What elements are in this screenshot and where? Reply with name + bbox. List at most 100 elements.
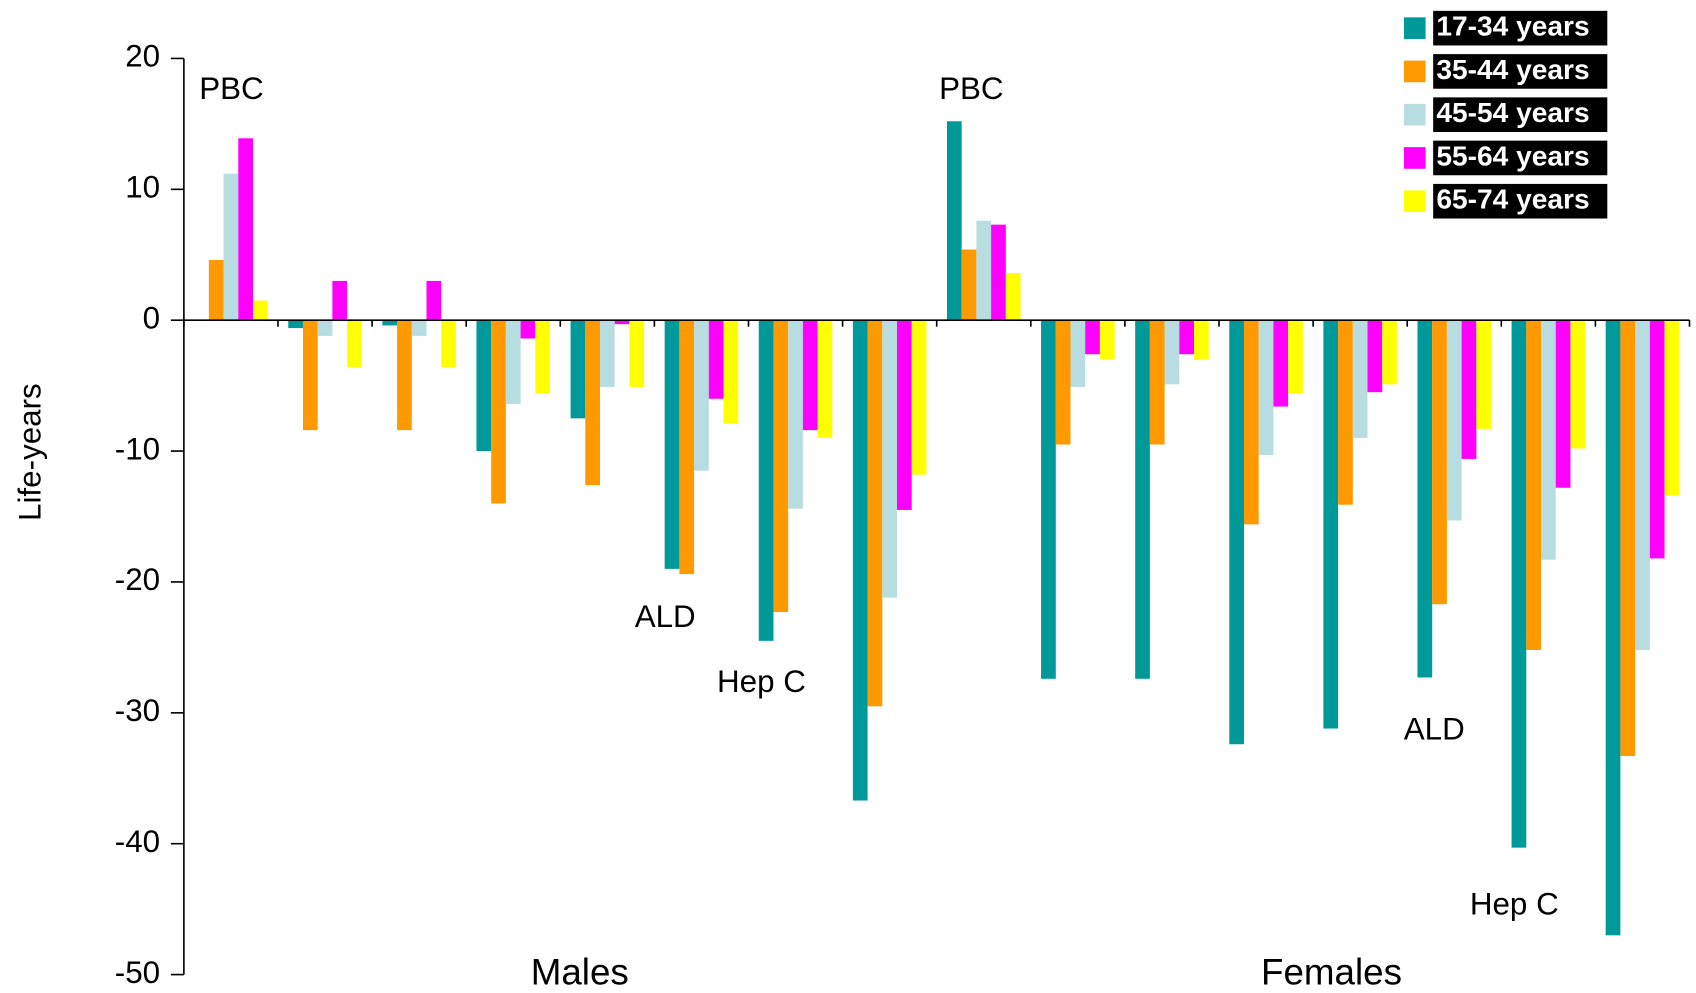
bar — [976, 220, 992, 321]
bar — [1005, 273, 1021, 321]
bar — [1476, 320, 1492, 429]
bar — [476, 320, 492, 452]
bar — [1635, 320, 1650, 651]
bar — [1432, 320, 1447, 605]
y-axis-label: Life-years — [13, 383, 48, 521]
bar — [1099, 320, 1115, 360]
bar — [599, 320, 615, 387]
bar — [570, 320, 586, 419]
annotation: ALD — [1404, 711, 1465, 746]
annotation: Hep C — [717, 664, 806, 699]
bar — [788, 320, 803, 509]
bar — [223, 173, 239, 321]
legend-swatch — [1403, 103, 1426, 126]
bar — [1605, 320, 1621, 936]
bar — [1338, 320, 1353, 505]
bar — [911, 320, 927, 475]
bar — [208, 259, 224, 321]
bar — [1041, 320, 1056, 679]
y-tick-label: -20 — [115, 562, 160, 597]
bar — [411, 320, 427, 336]
bar — [817, 320, 833, 438]
bar — [882, 320, 897, 598]
bar — [1417, 320, 1433, 678]
bar — [332, 280, 348, 321]
annotation: Males — [531, 951, 629, 992]
bar — [317, 320, 333, 336]
y-tick-label: -10 — [115, 431, 160, 466]
bar — [1446, 320, 1462, 521]
bar — [614, 320, 630, 325]
bar — [758, 320, 774, 641]
bar — [1243, 320, 1259, 525]
bar — [347, 320, 362, 368]
bar — [1461, 320, 1477, 459]
bar — [1055, 320, 1071, 445]
y-tick-label: -40 — [115, 824, 160, 859]
annotation: PBC — [939, 71, 1003, 106]
legend-swatch — [1403, 17, 1426, 39]
legend-swatch — [1403, 147, 1426, 169]
legend-label-bg — [1433, 140, 1608, 176]
bar — [1526, 320, 1542, 651]
bar — [302, 320, 318, 431]
bar — [252, 300, 268, 321]
bar — [1229, 320, 1244, 745]
bar — [585, 320, 600, 486]
legend-label-bg — [1433, 10, 1608, 46]
bar — [1323, 320, 1339, 729]
bar — [288, 320, 303, 329]
bar — [1135, 320, 1150, 679]
annotation: PBC — [199, 71, 263, 106]
bar — [1179, 320, 1195, 355]
legend-swatch — [1403, 60, 1426, 83]
bar — [1541, 320, 1556, 560]
bar — [1382, 320, 1397, 385]
bar — [1664, 320, 1680, 496]
legend-label-bg — [1433, 183, 1608, 219]
bar — [1164, 320, 1180, 385]
bar — [382, 320, 398, 326]
bar — [1620, 320, 1636, 757]
bar — [1070, 320, 1086, 387]
bar — [1367, 320, 1383, 393]
bar — [238, 138, 253, 321]
bar — [664, 320, 680, 569]
legend-label-bg — [1433, 97, 1608, 132]
legend-label: 45-54 years — [1436, 97, 1589, 128]
bar — [679, 320, 695, 575]
bar — [1273, 320, 1289, 407]
y-tick-label: 10 — [125, 170, 160, 205]
annotation: Females — [1261, 951, 1402, 992]
legend-label-bg — [1433, 54, 1608, 89]
bar — [1085, 320, 1100, 355]
bar — [1511, 320, 1527, 848]
bar — [946, 121, 962, 321]
bar — [694, 320, 709, 471]
bar — [441, 320, 456, 368]
bar — [961, 249, 977, 321]
bar — [535, 320, 551, 394]
y-tick-label: 0 — [143, 300, 160, 335]
bar — [491, 320, 506, 504]
y-tick-label: -30 — [115, 693, 160, 728]
annotation: ALD — [635, 599, 696, 634]
bar — [1352, 320, 1368, 438]
legend-label: 65-74 years — [1436, 184, 1589, 215]
bar — [1194, 320, 1209, 360]
bar — [426, 280, 442, 321]
bar — [773, 320, 789, 613]
annotation: Hep C — [1470, 887, 1559, 922]
bar — [1288, 320, 1303, 394]
bar — [852, 320, 868, 801]
y-tick-label: 20 — [125, 39, 160, 74]
bar — [1555, 320, 1571, 488]
bar — [520, 320, 536, 339]
bar — [802, 320, 818, 431]
bar — [1149, 320, 1165, 445]
legend-label: 55-64 years — [1436, 140, 1589, 171]
y-tick-label: -50 — [115, 955, 160, 990]
legend-label: 35-44 years — [1436, 54, 1589, 85]
legend-swatch — [1403, 190, 1426, 213]
